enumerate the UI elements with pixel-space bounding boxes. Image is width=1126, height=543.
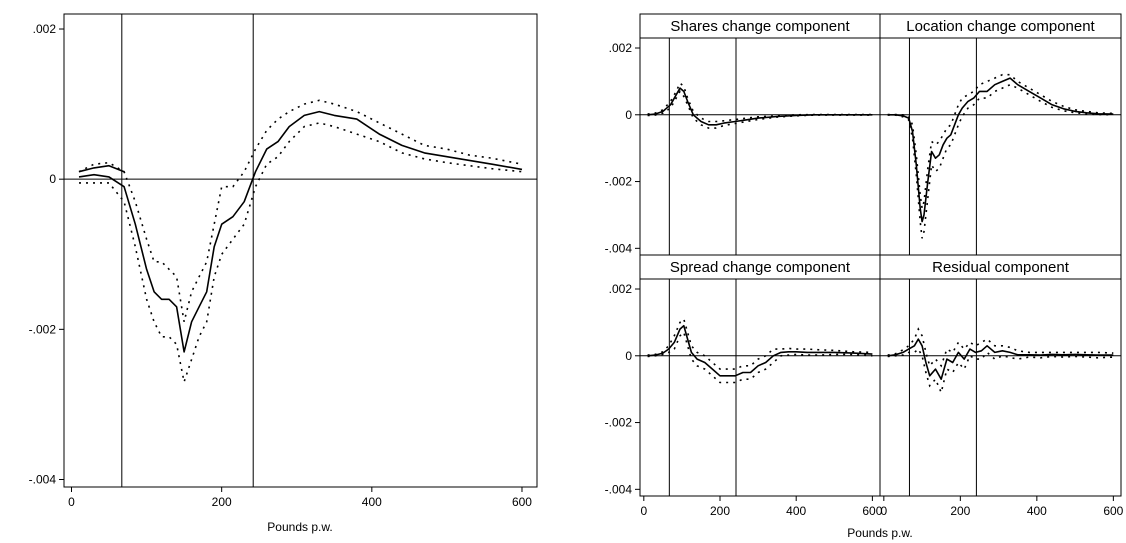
series-line-1	[78, 110, 523, 353]
confidence-band-3	[78, 99, 523, 322]
x-tick-label: 600	[1103, 504, 1123, 518]
confidence-band-4	[79, 122, 523, 386]
series-line-1	[887, 77, 1114, 223]
series-line-1	[647, 87, 873, 126]
x-tick-label: 200	[710, 504, 730, 518]
series-line-1	[647, 324, 873, 377]
chart-4: Spread change component .002 0 -.002 -.004 0 2…	[605, 254, 883, 518]
y-tick-label: -.002	[605, 416, 633, 430]
x-tick-label: 400	[786, 504, 806, 518]
chart-1: .002 0 -.002 -.004 0 200 400 600	[29, 13, 538, 509]
confidence-band-3	[647, 330, 873, 384]
x-tick-label: 0	[880, 504, 887, 518]
series-line-1	[887, 338, 1114, 381]
y-tick-label: -.004	[605, 241, 633, 255]
y-tick-label: -.004	[605, 482, 633, 496]
panel-title: Shares change component	[670, 18, 850, 35]
x-tick-label: 400	[362, 495, 382, 509]
x-tick-label: 400	[1027, 504, 1047, 518]
series-line-2	[78, 164, 125, 173]
plot-frame	[63, 13, 538, 488]
y-tick-label: .002	[609, 282, 633, 296]
chart-3: Location change component	[879, 13, 1122, 256]
x-tick-label: 600	[862, 504, 882, 518]
y-tick-label: 0	[625, 108, 632, 122]
plot-frame	[639, 13, 881, 256]
y-tick-label: -.004	[29, 472, 57, 486]
confidence-band-2	[647, 317, 873, 370]
confidence-band-2	[887, 73, 1114, 209]
x-tick-label: 600	[512, 495, 532, 509]
x-tick-label: 200	[950, 504, 970, 518]
x-tick-label: 0	[68, 495, 75, 509]
confidence-band-2	[887, 327, 1114, 368]
plot-frame	[879, 13, 1122, 256]
chart-5: Residual component 0 200 400 600	[879, 254, 1124, 518]
x-tick-label: 0	[640, 504, 647, 518]
y-tick-label: -.002	[605, 175, 633, 189]
confidence-band-3	[647, 89, 873, 129]
x-axis-title-left: Pounds p.w.	[267, 520, 332, 534]
x-axis-title-right: Pounds p.w.	[847, 526, 912, 540]
plot-frame	[879, 254, 1122, 497]
y-tick-label: 0	[625, 349, 632, 363]
y-tick-label: -.002	[29, 322, 57, 336]
y-tick-label: 0	[49, 172, 56, 186]
plot-frame	[639, 254, 881, 497]
chart-2: Shares change component .002 0 -.002 -.004	[605, 13, 881, 256]
panel-title: Location change component	[906, 18, 1095, 35]
panel-title: Residual component	[932, 259, 1070, 276]
x-tick-label: 200	[212, 495, 232, 509]
y-tick-label: .002	[33, 22, 57, 36]
panel-title: Spread change component	[670, 259, 851, 276]
y-tick-label: .002	[609, 41, 633, 55]
